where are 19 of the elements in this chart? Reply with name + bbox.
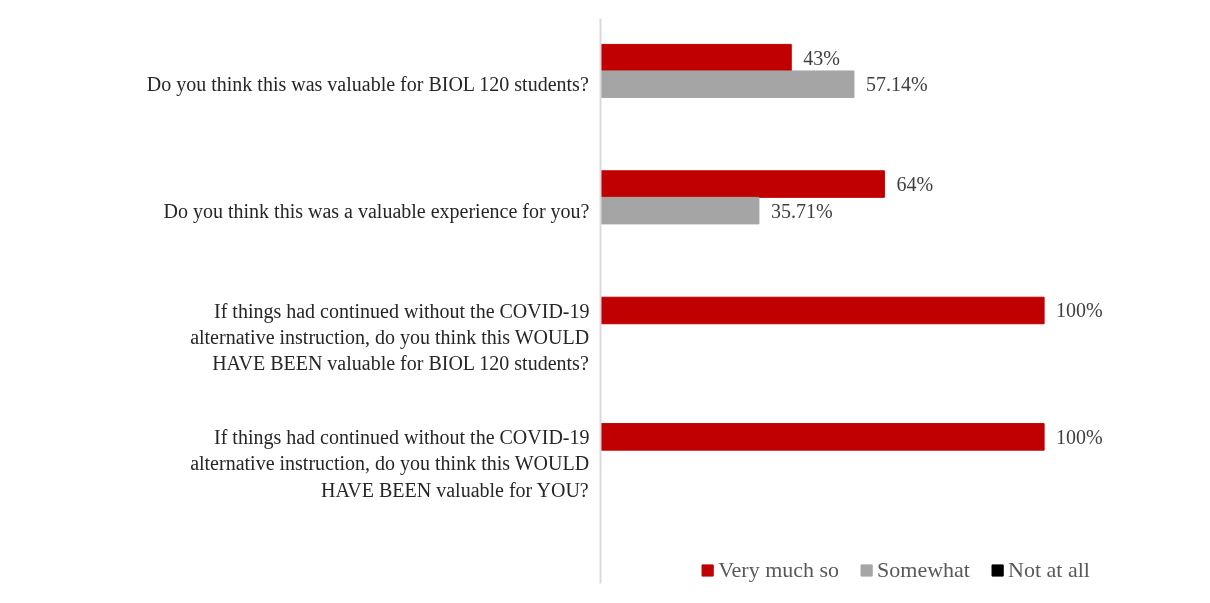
y-tick-label: Do you think this was a valuable experience for you? bbox=[163, 199, 590, 223]
bar bbox=[600, 70, 855, 98]
y-tick-label: If things had continued without the COVID-19 alternative instruction, do you think this WOULD HAVE BEEN valuable for YOU? bbox=[190, 426, 590, 501]
bar bbox=[600, 296, 1045, 325]
bar bbox=[600, 196, 760, 225]
bar bbox=[600, 423, 1045, 451]
y-tick-label: Do you think this was valuable for BIOL 120 students? bbox=[146, 73, 589, 97]
data-label: 100% bbox=[1056, 425, 1103, 448]
data-label: 35.71% bbox=[770, 199, 833, 222]
data-label: 57.14% bbox=[865, 73, 928, 96]
legend-label: Somewhat bbox=[877, 557, 970, 583]
y-tick-label: If things had continued without the COVID-19 alternative instruction, do you think this WOULD HAVE BEEN valuable for BIOL 120 students? bbox=[190, 299, 590, 375]
data-label: 100% bbox=[1056, 299, 1103, 322]
data-label: 43% bbox=[803, 46, 840, 69]
bar bbox=[600, 170, 885, 198]
data-label: 64% bbox=[896, 173, 934, 196]
legend-label: Very much so bbox=[718, 557, 840, 583]
bar bbox=[600, 43, 792, 72]
legend-label: Not at all bbox=[1008, 557, 1090, 583]
